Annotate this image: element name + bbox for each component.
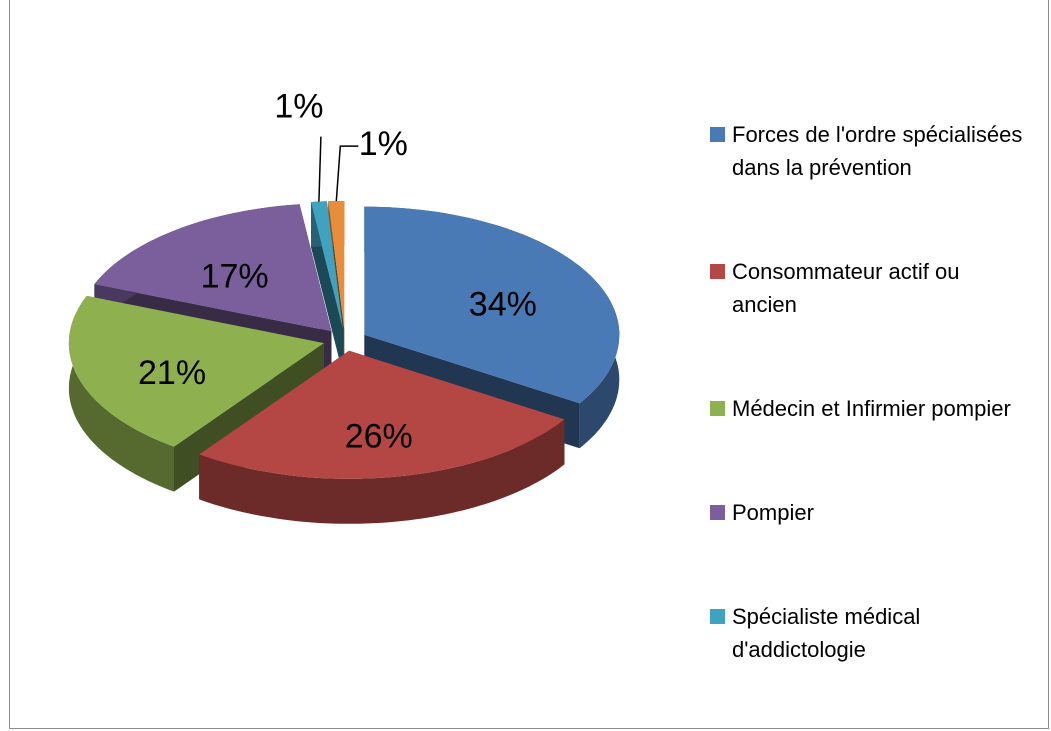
legend-swatch <box>710 263 725 279</box>
slice <box>68 295 324 447</box>
legend-label: Spécialiste médical d'addictologie <box>732 604 921 663</box>
slice-outer-wall <box>68 295 174 492</box>
slice <box>311 201 343 329</box>
legend-swatch <box>710 400 725 416</box>
chart-frame <box>9 0 1049 729</box>
legend-swatch <box>710 609 725 625</box>
leader-line <box>318 136 322 202</box>
legend-entry: Médecin et Infirmier pompier <box>710 392 1030 425</box>
legend-entry: Pompier <box>710 496 1030 529</box>
legend-entry: Consommateur actif ou ancien <box>710 255 1030 321</box>
slice-outer-wall <box>199 419 565 524</box>
legend-entry: Spécialiste médical d'addictologie <box>710 600 1030 666</box>
legend-label: Pompier <box>732 500 814 526</box>
legend-label: Consommateur actif ou ancien <box>732 258 960 317</box>
legend-label: Médecin et Infirmier pompier <box>732 395 1011 421</box>
legend-entry: Forces de l'ordre spécialisées dans la p… <box>710 118 1030 184</box>
data-label: 21% <box>138 354 206 392</box>
legend-label: Forces de l'ordre spécialisées dans la p… <box>732 121 1023 180</box>
legend: Forces de l'ordre spécialisées dans la p… <box>710 82 1030 702</box>
legend-swatch <box>710 505 725 521</box>
leader-line <box>335 145 359 202</box>
data-label: 17% <box>201 258 269 296</box>
slice <box>199 350 565 479</box>
slice <box>364 206 620 404</box>
data-label: 34% <box>469 285 537 323</box>
legend-swatch <box>710 126 725 142</box>
slice <box>328 201 345 329</box>
data-label: 1% <box>274 88 323 126</box>
data-label: 26% <box>345 418 413 456</box>
data-label: 1% <box>359 125 408 163</box>
slice <box>94 204 332 332</box>
